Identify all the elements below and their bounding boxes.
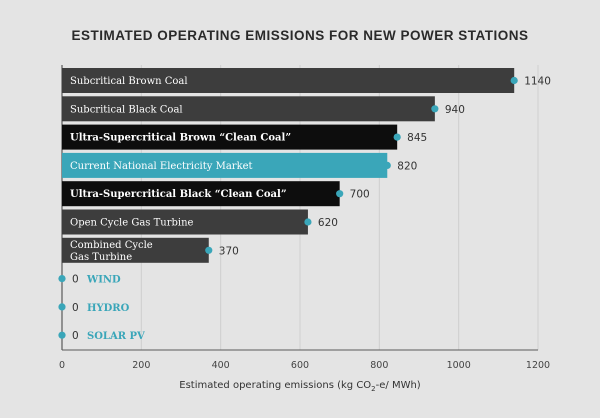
bar <box>62 209 308 235</box>
bars-group: Subcritical Brown Coal 1140 Subcritical Bl… <box>58 68 551 342</box>
bar-label-line: Subcritical Brown Coal <box>70 76 188 87</box>
value-label: 845 <box>407 132 427 144</box>
bar-end-marker <box>393 133 401 141</box>
x-tick-label: 600 <box>291 360 309 371</box>
x-tick-label: 200 <box>132 360 150 371</box>
x-axis-label-tail: -e/ MWh) <box>376 380 421 391</box>
bar-end-marker <box>431 105 439 113</box>
value-label: 700 <box>350 189 370 201</box>
bar-label-line: Ultra-Supercritical Black “Clean Coal” <box>70 189 287 200</box>
zero-marker <box>58 331 66 339</box>
bar-label-line: Subcritical Black Coal <box>70 104 183 115</box>
value-label: 0 <box>72 330 79 342</box>
x-axis: 0 200 400 600 800 1000 1200 <box>59 349 550 371</box>
bar-label-line: Open Cycle Gas Turbine <box>70 218 194 229</box>
bar-end-marker <box>336 190 344 198</box>
bar-label: HYDRO <box>87 303 130 314</box>
value-label: 1140 <box>524 76 551 88</box>
x-tick-label: 1000 <box>447 360 471 371</box>
zero-marker <box>58 275 66 283</box>
bar-label: SOLAR PV <box>87 331 145 342</box>
bar-label: Current National Electricity Market <box>70 161 253 172</box>
bar-label: Open Cycle Gas Turbine <box>70 218 194 229</box>
x-tick-label: 0 <box>59 360 65 371</box>
x-tick-label: 1200 <box>526 360 550 371</box>
bar-label: Combined Cycle Gas Turbine <box>70 240 153 263</box>
bar-label: Subcritical Black Coal <box>70 104 183 115</box>
value-label: 820 <box>397 160 417 172</box>
x-axis-label: Estimated operating emissions (kg CO2-e/… <box>179 380 421 393</box>
value-label: 0 <box>72 274 79 286</box>
bar-label: Ultra-Supercritical Brown “Clean Coal” <box>70 133 291 144</box>
x-tick-label: 400 <box>212 360 230 371</box>
bar-label: Ultra-Supercritical Black “Clean Coal” <box>70 189 287 200</box>
zero-marker <box>58 303 66 311</box>
bar <box>62 237 209 263</box>
bar-end-marker <box>304 218 312 226</box>
bar-end-marker <box>205 246 213 254</box>
bar-label-line: Current National Electricity Market <box>70 161 253 172</box>
x-axis-label-subscript: 2 <box>371 385 375 393</box>
bar-label-line: Combined Cycle <box>70 240 153 251</box>
bar <box>62 68 515 93</box>
value-label: 0 <box>72 302 79 314</box>
value-label: 370 <box>219 245 239 257</box>
bar-label-line: Ultra-Supercritical Brown “Clean Coal” <box>70 133 291 144</box>
value-label: 620 <box>318 217 338 229</box>
bar <box>62 96 435 122</box>
x-axis-label-main: Estimated operating emissions (kg CO <box>179 380 371 391</box>
bar-label: Subcritical Brown Coal <box>70 76 188 87</box>
chart-title: ESTIMATED OPERATING EMISSIONS FOR NEW PO… <box>71 28 528 43</box>
bar-label-line: Gas Turbine <box>70 252 132 263</box>
bar <box>62 124 398 150</box>
bar-end-marker <box>510 76 518 85</box>
x-tick-label: 800 <box>370 360 388 371</box>
value-label: 940 <box>445 104 465 116</box>
bar-end-marker <box>383 161 391 169</box>
bar-label: WIND <box>86 275 121 286</box>
bar <box>62 181 340 207</box>
bar <box>62 152 388 178</box>
